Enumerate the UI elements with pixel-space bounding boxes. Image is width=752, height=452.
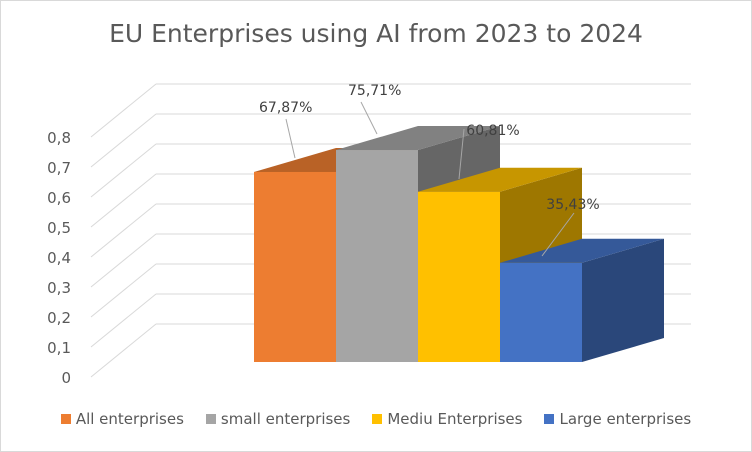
legend-item: Mediu Enterprises <box>372 410 522 428</box>
legend-item: Large enterprises <box>544 410 691 428</box>
y-tick-label: 0,7 <box>47 159 71 177</box>
gridline-side <box>90 203 157 258</box>
gridline-side <box>90 173 157 228</box>
legend-swatch <box>60 414 71 424</box>
data-label-leader <box>458 128 465 180</box>
bar-top <box>500 238 664 263</box>
chart-title: EU Enterprises using AI from 2023 to 202… <box>109 19 643 48</box>
data-label-leader <box>360 101 378 135</box>
y-tick-label: 0,4 <box>47 249 71 267</box>
legend-label: All enterprises <box>75 410 184 428</box>
y-tick-label: 0,8 <box>47 129 71 147</box>
gridline-side <box>90 263 157 318</box>
y-tick-label: 0 <box>61 369 71 387</box>
legend-swatch <box>372 414 383 424</box>
gridline-side <box>90 233 157 288</box>
bar-top <box>418 167 582 192</box>
legend-swatch <box>205 414 216 424</box>
gridline-side <box>90 293 157 348</box>
y-tick-label: 0,6 <box>47 189 71 207</box>
y-tick-label: 0,2 <box>47 309 71 327</box>
gridline-side <box>90 323 157 378</box>
legend-item: All enterprises <box>60 410 184 428</box>
legend-item: small enterprises <box>205 410 351 428</box>
data-label-leader <box>285 118 296 159</box>
y-tick-label: 0,5 <box>47 219 71 237</box>
gridline-side <box>90 143 157 198</box>
data-label: 75,71% <box>348 83 401 99</box>
legend-label: Large enterprises <box>559 410 692 428</box>
data-label-leader <box>541 212 575 257</box>
bar <box>254 171 336 362</box>
bar <box>500 262 582 362</box>
legend-label: small enterprises <box>220 410 351 428</box>
gridline-side <box>90 83 157 138</box>
bar-top <box>336 126 500 151</box>
data-label: 67,87% <box>259 100 312 116</box>
legend-label: Mediu Enterprises <box>387 410 523 428</box>
legend: All enterprises small enterprises Mediu En… <box>1 410 751 428</box>
bar-side <box>582 238 664 362</box>
bar <box>336 150 418 362</box>
bar <box>418 191 500 362</box>
data-label: 35,43% <box>546 197 599 213</box>
legend-swatch <box>544 414 555 424</box>
plot-area: 0 0,1 0,2 0,3 0,4 0,5 0,6 0,7 0,8 67,87% 75,71% 60,… <box>47 83 691 387</box>
y-tick-label: 0,1 <box>47 339 71 357</box>
y-tick-label: 0,3 <box>47 279 71 297</box>
data-label: 60,81% <box>466 123 519 139</box>
gridline-side <box>90 113 157 168</box>
